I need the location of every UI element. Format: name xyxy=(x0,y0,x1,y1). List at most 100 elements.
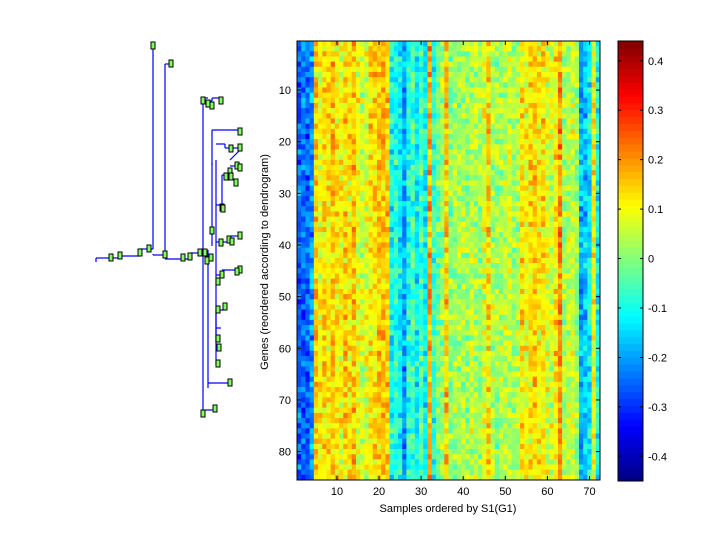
heatmap-cell xyxy=(414,232,420,238)
heatmap-cell xyxy=(456,268,462,274)
heatmap-cell xyxy=(440,309,445,316)
heatmap-cell xyxy=(583,376,588,383)
heatmap-cell xyxy=(427,71,433,78)
heatmap-cell xyxy=(334,340,340,347)
heatmap-cell xyxy=(477,273,483,279)
heatmap-cell xyxy=(587,139,592,145)
heatmap-cell xyxy=(562,356,567,362)
heatmap-cell xyxy=(351,92,357,99)
heatmap-cell xyxy=(318,82,323,88)
heatmap-cell xyxy=(570,97,576,104)
heatmap-cell xyxy=(322,87,327,94)
heatmap-cell xyxy=(566,350,571,357)
heatmap-cell xyxy=(398,309,403,316)
heatmap-cell xyxy=(322,294,327,300)
heatmap-cell xyxy=(301,376,306,383)
heatmap-cell xyxy=(515,366,521,372)
heatmap-cell xyxy=(520,325,525,331)
heatmap-cell xyxy=(553,242,559,248)
heatmap-cell xyxy=(499,56,504,63)
heatmap-cell xyxy=(494,185,500,192)
heatmap-cell xyxy=(536,82,542,88)
heatmap-cell xyxy=(545,237,550,243)
heatmap-cell xyxy=(503,139,508,145)
heatmap-cell xyxy=(360,268,365,274)
dendrogram-node-marker xyxy=(222,302,228,311)
heatmap-cell xyxy=(448,56,454,63)
heatmap-cell xyxy=(435,335,441,341)
heatmap-cell xyxy=(368,41,374,47)
heatmap-cell xyxy=(494,123,500,130)
heatmap-cell xyxy=(482,325,487,331)
heatmap-cell xyxy=(347,92,353,99)
heatmap-cell xyxy=(339,56,344,63)
heatmap-cell xyxy=(385,299,390,305)
heatmap-cell xyxy=(541,294,546,300)
heatmap-cell xyxy=(553,304,559,310)
heatmap-cell xyxy=(448,102,454,109)
heatmap-cell xyxy=(452,211,458,217)
heatmap-cell xyxy=(528,335,534,341)
heatmap-cell xyxy=(557,159,563,166)
heatmap-cell xyxy=(515,149,521,156)
heatmap-cell xyxy=(452,325,458,331)
heatmap-cell xyxy=(520,195,525,202)
heatmap-cell xyxy=(503,387,508,393)
heatmap-cell xyxy=(330,113,336,119)
heatmap-cell xyxy=(578,97,584,104)
heatmap-cell xyxy=(452,216,458,223)
heatmap-cell xyxy=(368,237,374,243)
heatmap-cell xyxy=(499,371,504,378)
heatmap-cell xyxy=(461,211,466,217)
heatmap-cell xyxy=(381,294,386,300)
heatmap-cell xyxy=(511,340,517,347)
heatmap-cell xyxy=(553,268,559,274)
heatmap-cell xyxy=(465,335,470,341)
heatmap-cell xyxy=(334,232,340,238)
heatmap-cell xyxy=(305,263,311,269)
heatmap-cell xyxy=(347,387,353,393)
heatmap-cell xyxy=(520,190,525,197)
heatmap-cell xyxy=(520,128,525,135)
heatmap-cell xyxy=(574,108,580,114)
heatmap-cell xyxy=(414,252,420,259)
heatmap-cell xyxy=(398,283,403,290)
heatmap-cell xyxy=(532,144,538,150)
heatmap-cell xyxy=(372,113,378,119)
heatmap-cell xyxy=(351,159,357,166)
heatmap-cell xyxy=(486,118,491,125)
heatmap-cell xyxy=(524,97,529,104)
heatmap-cell xyxy=(297,118,302,125)
heatmap-cell xyxy=(570,263,576,269)
heatmap-cell xyxy=(477,330,483,336)
heatmap-cell xyxy=(431,128,437,135)
heatmap-cell xyxy=(431,201,437,207)
heatmap-cell xyxy=(557,211,563,217)
heatmap-cell xyxy=(486,61,491,68)
heatmap-cell xyxy=(490,340,496,347)
heatmap-cell xyxy=(402,201,407,207)
heatmap-cell xyxy=(372,61,378,68)
heatmap-cell xyxy=(524,51,529,57)
heatmap-cell xyxy=(477,159,483,166)
heatmap-cell xyxy=(520,185,525,192)
heatmap-cell xyxy=(494,350,500,357)
heatmap-cell xyxy=(389,92,395,99)
heatmap-cell xyxy=(351,195,357,202)
heatmap-cell xyxy=(305,144,311,150)
heatmap-cell xyxy=(553,314,559,321)
heatmap-cell xyxy=(503,366,508,372)
heatmap-cell xyxy=(486,294,491,300)
heatmap-cell xyxy=(385,185,390,192)
heatmap-cell xyxy=(355,97,361,104)
heatmap-cell xyxy=(549,257,555,264)
heatmap-cell xyxy=(326,335,332,341)
heatmap-cell xyxy=(469,97,475,104)
heatmap-cell xyxy=(364,304,369,310)
heatmap-cell xyxy=(570,381,576,388)
heatmap-cell xyxy=(557,61,563,68)
heatmap-cell xyxy=(452,128,458,135)
heatmap-cell xyxy=(305,257,311,264)
heatmap-cell xyxy=(469,185,475,192)
heatmap-cell xyxy=(507,206,513,212)
